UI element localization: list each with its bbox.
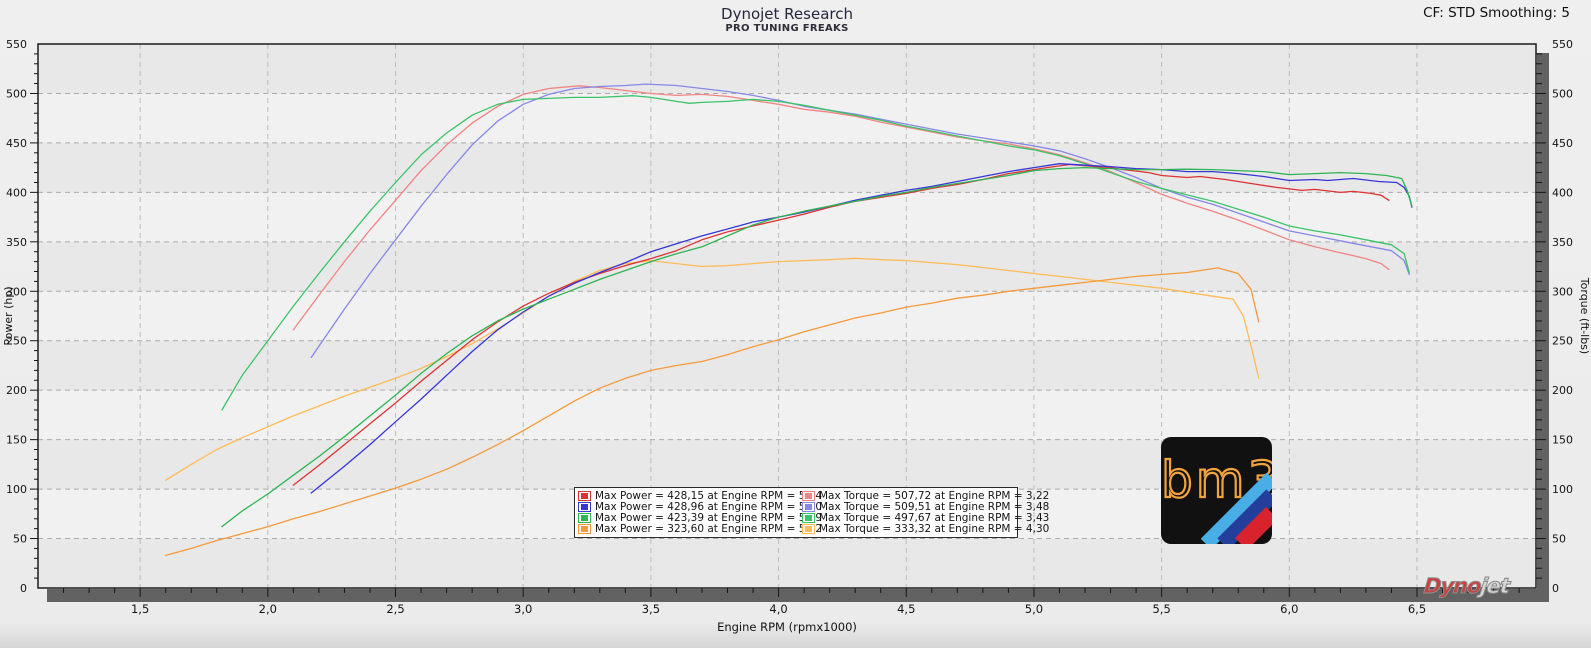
legend-row: Max Torque = 497,67 at Engine RPM = 3,43 [802,512,1050,525]
series-torque-run4 [165,257,1260,481]
y-tick-label-left: 0 [20,582,27,595]
legend-label: Max Torque = 509,51 at Engine RPM = 3,48 [819,500,1050,513]
legend-label: Max Power = 323,60 at Engine RPM = 5,72 [595,523,823,536]
legend-swatch-icon [578,490,591,501]
bm3-logo: bm3 [1161,437,1272,544]
dynojet-watermark: Dynojet [1422,574,1511,599]
correction-smoothing-label: CF: STD Smoothing: 5 [1423,5,1570,21]
legend-row: Max Power = 428,15 at Engine RPM = 5,14 [578,490,822,502]
y-tick-label-left: 350 [6,236,27,249]
series [165,83,1413,557]
y-axis-title-left: Power (hp) [2,286,15,345]
legend-column: Max Power = 428,15 at Engine RPM = 5,14 M… [578,490,822,535]
legend-label: Max Torque = 507,72 at Engine RPM = 3,22 [819,489,1050,502]
legend-row: Max Power = 323,60 at Engine RPM = 5,72 [578,523,822,535]
x-tick-label: 5,0 [1025,602,1043,616]
legend-label: Max Torque = 497,67 at Engine RPM = 3,43 [819,512,1050,525]
axis-ticks [30,53,1546,597]
page-subtitle: PRO TUNING FREAKS [725,23,849,34]
y-tick-label-left: 250 [6,335,27,348]
x-tick-label: 1,5 [131,602,149,616]
y-axis-title-right: Torque (ft-lbs) [1578,277,1591,354]
y-tick-label-right: 300 [1552,285,1573,298]
x-tick-label: 3,5 [642,602,660,616]
plot-shadow [47,53,1549,602]
legend: Max Power = 428,15 at Engine RPM = 5,14 M… [574,487,1049,538]
series-power-run1 [292,163,1390,486]
x-axis-title: Engine RPM (rpmx1000) [717,620,857,634]
x-tick-label: 6,5 [1408,602,1426,616]
y-tick-label-left: 200 [6,384,27,397]
legend-swatch-icon [578,524,591,535]
y-tick-label-left: 450 [6,137,27,150]
y-tick-label-right: 150 [1552,434,1573,447]
series-power-run3 [221,166,1413,528]
y-tick-label-left: 550 [6,38,27,51]
y-tick-label-right: 50 [1552,533,1566,546]
y-tick-label-right: 450 [1552,137,1573,150]
legend-label: Max Power = 428,15 at Engine RPM = 5,14 [595,489,823,502]
legend-row: Max Torque = 507,72 at Engine RPM = 3,22 [802,489,1050,502]
y-tick-label-right: 100 [1552,483,1573,496]
y-tick-label-right: 400 [1552,186,1573,199]
y-tick-label-left: 300 [6,285,27,298]
y-tick-label-left: 500 [6,87,27,100]
series-torque-run2 [310,83,1410,359]
legend-swatch-icon [578,501,591,512]
series-torque-run3 [221,95,1410,411]
dynojet-watermark-jet: jet [1479,574,1511,599]
legend-swatch-icon [578,513,591,524]
legend-column: Max Torque = 507,72 at Engine RPM = 3,22… [802,490,1049,535]
x-tick-label: 4,5 [897,602,915,616]
y-tick-label-left: 400 [6,186,27,199]
legend-row: Max Power = 423,39 at Engine RPM = 5,59 [578,512,822,524]
legend-swatch-icon [802,513,815,524]
series-torque-run1 [292,85,1390,331]
y-tick-label-left: 100 [6,483,27,496]
legend-swatch-icon [802,524,815,535]
x-tick-label: 3,0 [514,602,532,616]
y-tick-label-right: 0 [1552,582,1559,595]
x-tick-label: 4,0 [769,602,787,616]
bm3-m-stripes-icon [1200,472,1272,544]
legend-row: Max Torque = 509,51 at Engine RPM = 3,48 [802,500,1050,513]
x-tick-label: 6,0 [1280,602,1298,616]
series-power-run4 [165,267,1260,557]
legend-row: Max Torque = 333,32 at Engine RPM = 4,30 [802,523,1050,536]
legend-label: Max Torque = 333,32 at Engine RPM = 4,30 [819,523,1050,536]
y-tick-label-left: 50 [13,533,27,546]
y-tick-label-right: 200 [1552,384,1573,397]
tick-labels: 0 0 50 50 100 100 150 150 200 200 250 250 300 300 350 3… [6,38,1573,616]
y-tick-label-left: 150 [6,434,27,447]
legend-label: Max Power = 428,96 at Engine RPM = 5,10 [595,500,823,513]
dynojet-watermark-dyno: Dyno [1422,574,1482,599]
y-tick-label-right: 250 [1552,335,1573,348]
legend-label: Max Power = 423,39 at Engine RPM = 5,59 [595,512,823,525]
x-tick-label: 2,0 [259,602,277,616]
plot-bands [38,44,1536,588]
y-tick-label-right: 350 [1552,236,1573,249]
y-tick-label-right: 500 [1552,87,1573,100]
series-power-run2 [310,163,1413,494]
y-tick-label-right: 550 [1552,38,1573,51]
legend-swatch-icon [802,501,815,512]
legend-swatch-icon [802,490,815,501]
page-title: Dynojet Research [721,5,853,23]
x-tick-label: 2,5 [386,602,404,616]
plot-border [37,43,1537,589]
x-tick-label: 5,5 [1152,602,1170,616]
axis-titles: Power (hp) Torque (ft-lbs) Engine RPM (rpm… [2,277,1591,634]
legend-row: Max Power = 428,96 at Engine RPM = 5,10 [578,501,822,513]
